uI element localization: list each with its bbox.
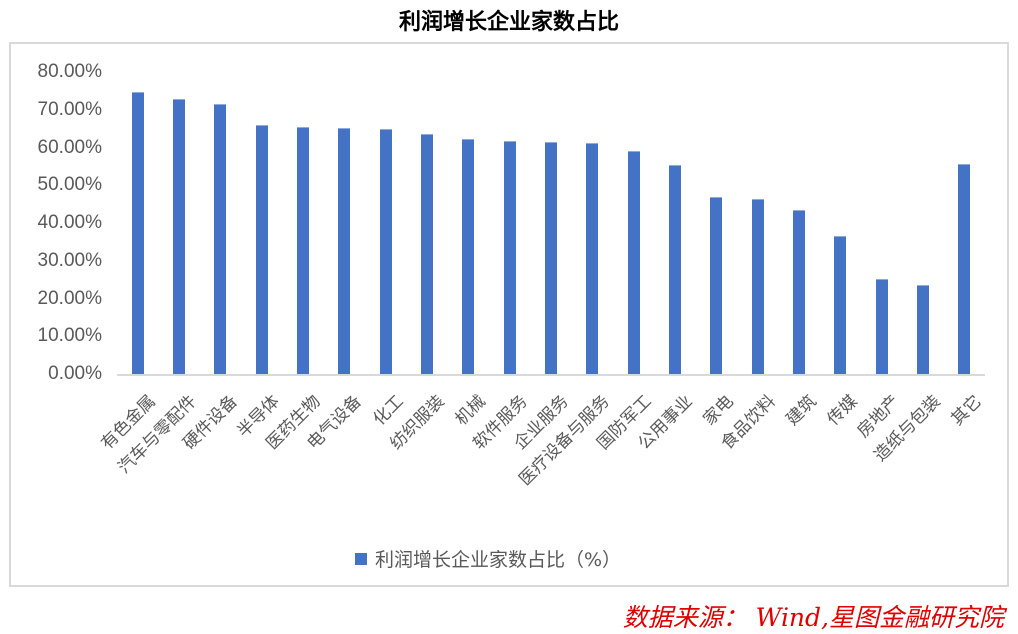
bar: [297, 127, 309, 374]
y-tick-label: 80.00%: [37, 61, 102, 82]
bar: [586, 143, 599, 374]
y-tick-label: 30.00%: [37, 249, 102, 271]
y-tick-label: 20.00%: [37, 287, 102, 309]
chart-title: 利润增长企业家数占比: [398, 10, 619, 35]
legend-swatch-icon: [355, 552, 367, 565]
y-tick-label: 10.00%: [37, 325, 102, 347]
y-tick-label: 70.00%: [37, 98, 102, 120]
bar: [462, 138, 475, 374]
bar: [503, 140, 516, 374]
data-source-note: 数据来源： Wind,星图金融研究院: [622, 603, 1004, 632]
bar: [421, 134, 433, 374]
bar: [379, 129, 392, 374]
bar: [917, 284, 929, 374]
bar: [627, 151, 640, 374]
legend: 利润增长企业家数占比（%）: [355, 545, 621, 572]
bar: [338, 128, 351, 374]
legend-label: 利润增长企业家数占比（%）: [375, 549, 622, 571]
bar: [173, 99, 185, 374]
y-tick-label: 50.00%: [37, 174, 102, 196]
y-tick-label: 0.00%: [48, 363, 102, 384]
y-tick-label: 40.00%: [37, 212, 102, 233]
x-axis-line: [117, 374, 985, 376]
bar: [255, 125, 268, 374]
bar: [875, 278, 888, 374]
y-tick-label: 60.00%: [37, 136, 102, 158]
bar: [545, 142, 557, 374]
bar: [958, 163, 971, 374]
bar: [710, 196, 723, 374]
bar: [793, 209, 805, 374]
bar: [214, 104, 227, 374]
bar: [669, 165, 681, 374]
bar: [131, 92, 144, 374]
bar: [751, 198, 764, 374]
bar: [834, 235, 847, 374]
